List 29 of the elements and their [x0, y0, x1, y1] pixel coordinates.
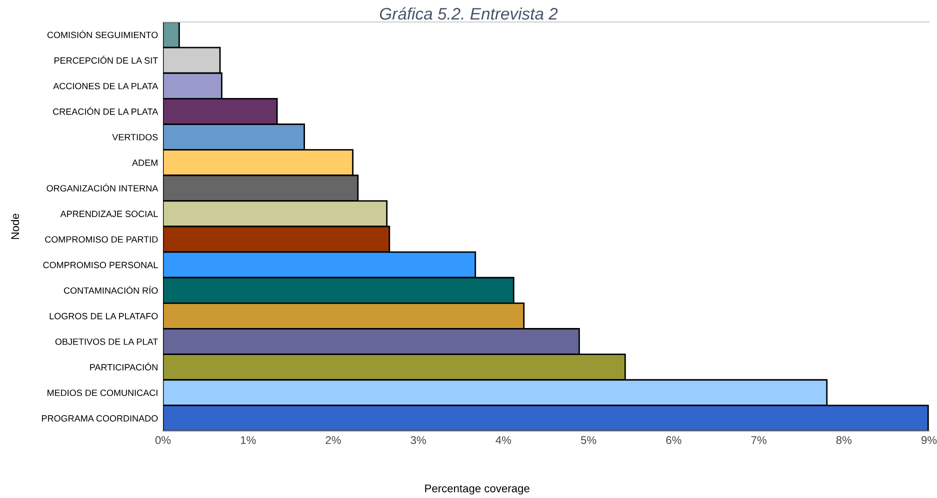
y-tick-label: ORGANIZACIÓN INTERNA — [46, 184, 158, 192]
x-tick-label: 5% — [580, 436, 596, 444]
y-tick-label: MEDIOS DE COMUNICACI — [48, 390, 158, 396]
x-tick-label: 4% — [496, 436, 512, 444]
y-tick-label: CONTAMINACIÓN RÍO — [64, 286, 158, 294]
x-tick-label: 9% — [921, 436, 937, 444]
y-tick-label: PERCEPCIÓN DE LA SIT — [54, 56, 158, 64]
y-tick-label: CREACIÓN DE LA PLATA — [53, 106, 158, 115]
x-axis-title: Percentage coverage — [425, 484, 530, 495]
y-tick-label: ACCIONES DE LA PLATA — [53, 82, 158, 90]
x-tick-label: 6% — [666, 436, 682, 444]
x-tick-label: 1% — [240, 436, 256, 444]
y-tick-label: APRENDIZAJE SOCIAL — [60, 210, 158, 218]
x-tick-label: 8% — [836, 436, 852, 444]
y-tick-label: LOGROS DE LA PLATAFO — [50, 312, 158, 320]
y-tick-label: PARTICIPACIÓN — [90, 362, 158, 370]
y-tick-label: OBJETIVOS DE LA PLAT — [55, 338, 158, 345]
y-axis-title: Node — [10, 214, 20, 239]
x-tick-label: 2% — [326, 436, 341, 444]
y-tick-label: COMPROMISO PERSONAL — [43, 262, 158, 268]
y-tick-label: ADEM — [132, 160, 158, 166]
x-tick-label: 0% — [155, 436, 171, 444]
x-tick-label: 3% — [410, 436, 426, 444]
chart-title: Gráfica 5.2. Entrevista 2 — [380, 7, 558, 20]
y-tick-label: COMISIÓN SEGUIMIENTO — [47, 30, 158, 38]
y-tick-label: COMPROMISO DE PARTID — [45, 236, 158, 243]
y-tick-label: VERTIDOS — [112, 134, 158, 140]
y-tick-label: PROGRAMA COORDINADO — [42, 415, 158, 422]
x-tick-label: 7% — [751, 436, 766, 444]
